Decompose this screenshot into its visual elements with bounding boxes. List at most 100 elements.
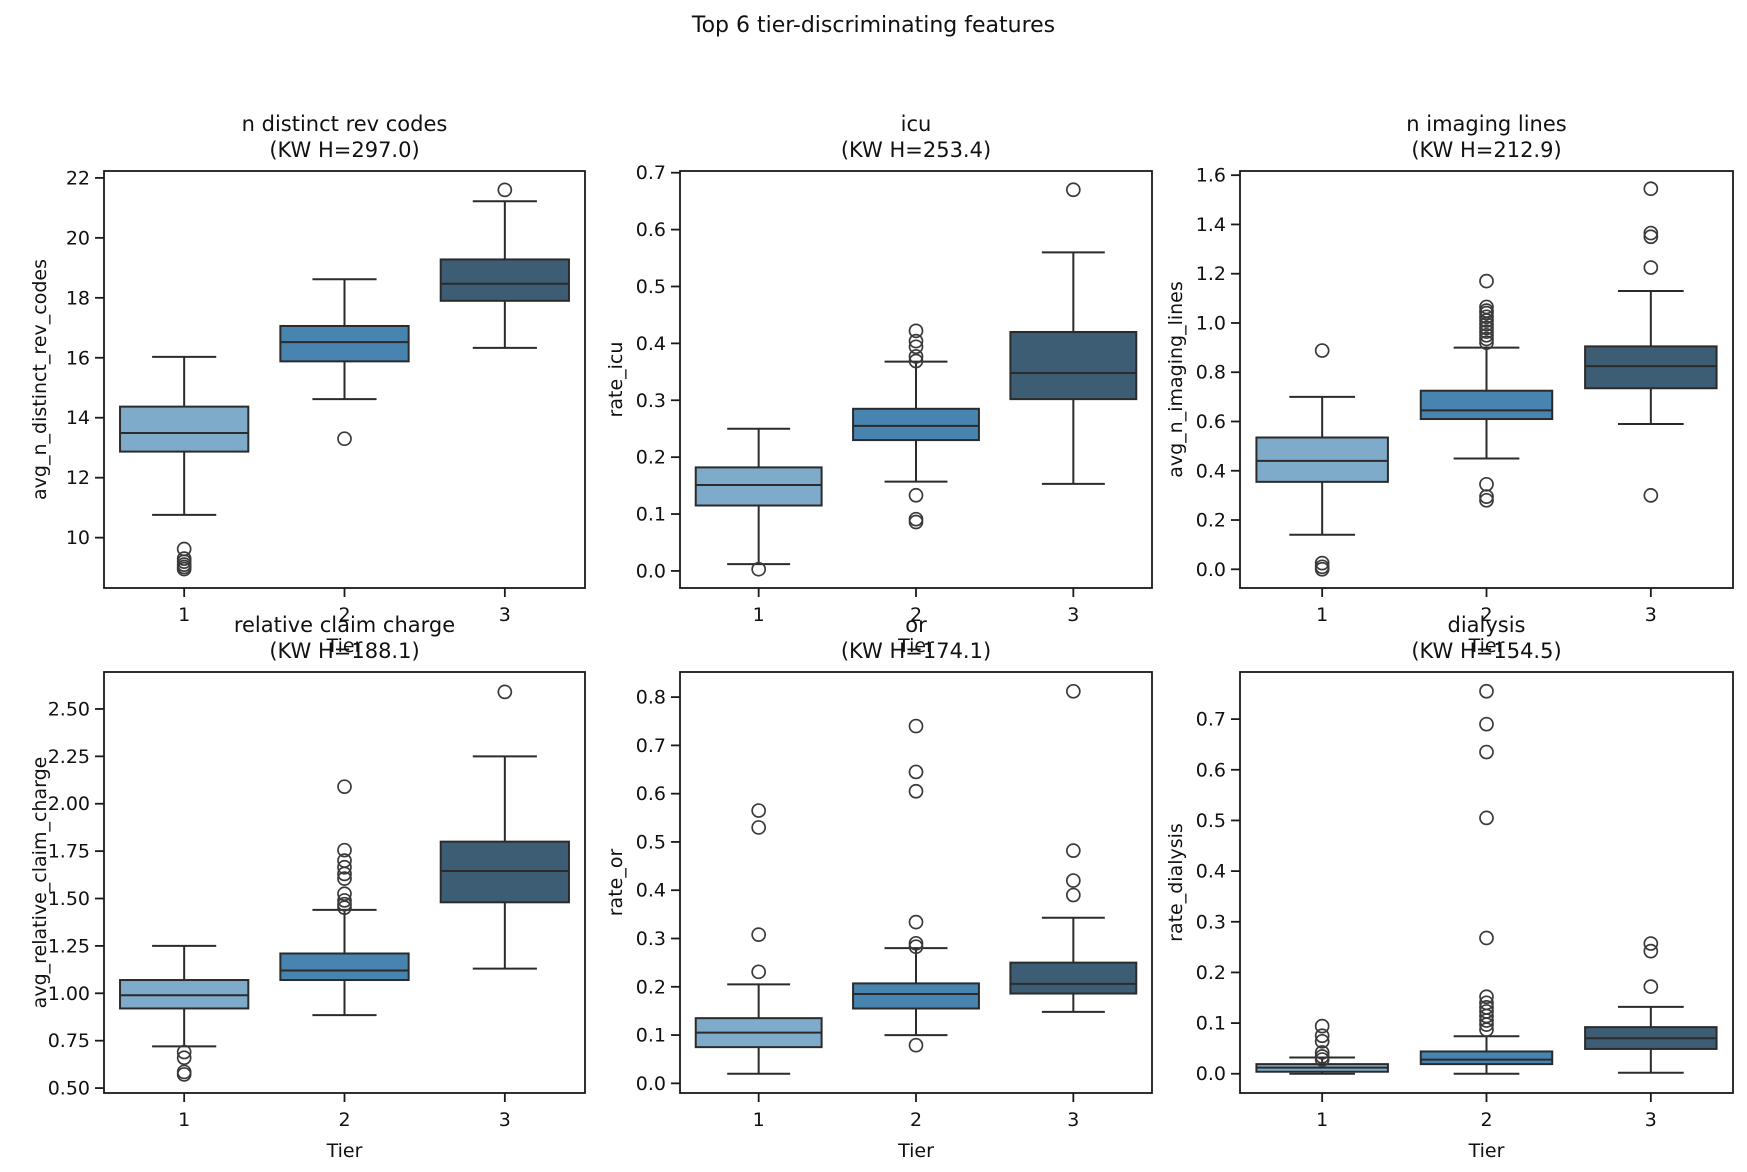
iqr-box — [439, 258, 570, 302]
axes-frame — [1239, 671, 1734, 1094]
outlier-point — [908, 1037, 924, 1053]
x-axis-label: Tier — [326, 635, 363, 657]
y-tick-label: 0.8 — [1196, 362, 1226, 384]
outlier-point — [1314, 1045, 1330, 1060]
axes-frame — [103, 671, 586, 1094]
iqr-box — [852, 407, 980, 442]
outlier-point — [337, 866, 352, 882]
y-tick-label: 1.75 — [48, 841, 90, 863]
outlier-point — [908, 514, 924, 530]
y-tick-label: 10 — [66, 527, 90, 549]
outlier-point — [1643, 260, 1659, 275]
y-tick-label: 1.2 — [1196, 263, 1226, 285]
outlier-point — [1314, 1033, 1330, 1049]
y-tick-label: 0.0 — [636, 1073, 666, 1095]
outlier-point — [751, 561, 767, 577]
box-tier-3 — [1009, 683, 1138, 1013]
y-tick-label: 2.50 — [48, 698, 90, 720]
y-tick-label: 22 — [66, 167, 90, 189]
x-tick-label: 2 — [1480, 604, 1492, 626]
outlier-point — [176, 1044, 192, 1060]
outlier-point — [1479, 313, 1494, 328]
outlier-point — [1479, 1013, 1494, 1028]
y-tick-label: 0.7 — [1196, 709, 1226, 731]
box-tier-3 — [1584, 936, 1718, 1074]
outlier-point — [1479, 989, 1494, 1005]
outlier-point — [908, 718, 924, 734]
y-tick-label: 1.6 — [1196, 165, 1226, 187]
outlier-point — [337, 431, 352, 447]
x-tick-label: 3 — [1067, 604, 1079, 626]
box-tier-1 — [119, 944, 250, 1082]
outlier-point — [1314, 555, 1330, 571]
y-tick-label: 0.2 — [636, 976, 666, 998]
subplot-title: n imaging lines — [1406, 112, 1566, 136]
outlier-point — [1479, 1017, 1494, 1032]
outlier-point — [337, 893, 352, 908]
x-tick-label: 1 — [753, 604, 765, 626]
outlier-point — [337, 900, 352, 915]
outlier-point — [1643, 229, 1659, 245]
x-tick-label: 3 — [1645, 1109, 1657, 1131]
outlier-point — [176, 1050, 192, 1066]
x-tick-label: 1 — [1316, 604, 1328, 626]
box-tier-1 — [694, 803, 823, 1075]
outlier-point — [1643, 181, 1659, 197]
subplot-icu: icu(KW H=253.4) 0.0 0.1 0.2 0.3 0.4 0.5 0.6 0.7 1… — [605, 112, 1153, 657]
subplot-kw-subtitle: (KW H=154.5) — [1411, 639, 1561, 663]
y-tick-label: 18 — [66, 287, 90, 309]
box-tier-3 — [1009, 182, 1138, 485]
y-tick-label: 0.4 — [1196, 861, 1226, 883]
outlier-point — [1065, 873, 1081, 888]
outlier-point — [1479, 331, 1494, 347]
x-tick-label: 1 — [178, 604, 190, 626]
y-tick-label: 0.3 — [1196, 911, 1226, 933]
outlier-point — [1479, 476, 1494, 492]
outlier-point — [337, 779, 352, 795]
y-axis-label: avg_n_imaging_lines — [1165, 281, 1187, 478]
x-axis-label: Tier — [897, 1140, 934, 1162]
y-tick-label: 0.6 — [636, 219, 666, 241]
iqr-box — [1009, 961, 1138, 995]
x-axis-label: Tier — [1468, 1140, 1505, 1162]
y-tick-label: 0.7 — [636, 735, 666, 757]
y-axis-label: rate_icu — [605, 342, 627, 418]
y-tick-label: 0.5 — [1196, 810, 1226, 832]
y-tick-label: 0.6 — [1196, 759, 1226, 781]
iqr-box — [279, 952, 410, 982]
outlier-point — [751, 964, 767, 980]
y-tick-label: 0.5 — [636, 276, 666, 298]
axes-frame — [679, 671, 1153, 1094]
y-tick-label: 0.8 — [636, 687, 666, 709]
subplot-dialysis: dialysis(KW H=154.5) 0.0 0.1 0.2 0.3 0.4 0.5 0.… — [1165, 613, 1734, 1162]
iqr-box — [852, 982, 980, 1010]
outlier-point — [497, 684, 513, 700]
iqr-box — [1419, 1050, 1554, 1066]
y-tick-label: 0.1 — [1196, 1013, 1226, 1035]
y-tick-label: 14 — [66, 407, 90, 429]
y-tick-label: 20 — [66, 227, 90, 249]
x-tick-label: 1 — [178, 1109, 190, 1131]
y-axis-label: rate_or — [605, 849, 627, 917]
outlier-point — [751, 803, 767, 818]
outlier-point — [1479, 930, 1494, 946]
iqr-box — [119, 405, 250, 453]
subplot-kw-subtitle: (KW H=212.9) — [1411, 138, 1561, 162]
box-tier-2 — [852, 718, 980, 1053]
y-axis-label: avg_n_distinct_rev_codes — [29, 259, 51, 500]
y-tick-label: 0.6 — [1196, 411, 1226, 433]
outlier-point — [497, 182, 513, 198]
subplot-kw-subtitle: (KW H=297.0) — [269, 138, 419, 162]
outlier-point — [176, 1067, 192, 1082]
outlier-point — [1314, 343, 1330, 358]
subplot-n-imaging-lines: n imaging lines(KW H=212.9) 0.0 0.2 0.4 0.6 0… — [1165, 112, 1734, 657]
outlier-point — [1479, 316, 1494, 332]
x-tick-label: 1 — [753, 1109, 765, 1131]
y-tick-label: 0.7 — [636, 162, 666, 184]
outlier-point — [1643, 488, 1659, 503]
figure-suptitle: Top 6 tier-discriminating features — [691, 13, 1056, 38]
outlier-point — [1479, 716, 1494, 732]
box-tier-2 — [1419, 683, 1554, 1075]
